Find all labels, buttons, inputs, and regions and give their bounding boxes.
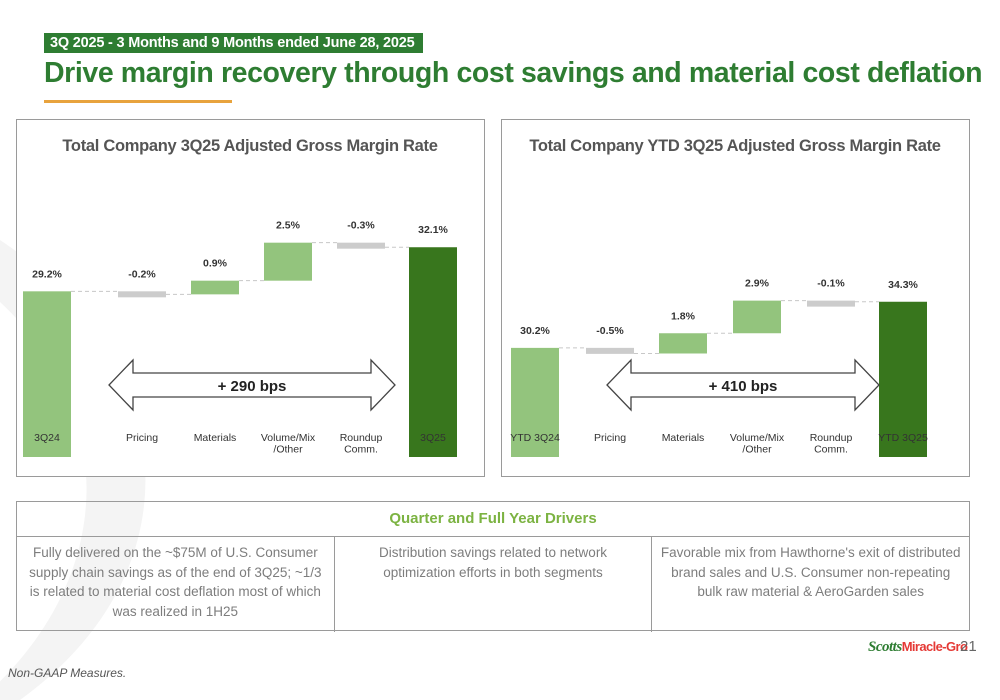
value-label-1: -0.2% xyxy=(128,268,156,280)
value-label-3: 2.9% xyxy=(745,278,770,290)
value-label-1: -0.5% xyxy=(596,325,624,337)
bar-2 xyxy=(191,280,239,295)
driver-supply-chain: Fully delivered on the ~$75M of U.S. Con… xyxy=(29,545,322,619)
category-label-5: YTD 3Q25 xyxy=(878,432,928,444)
footnote: Non-GAAP Measures. xyxy=(8,666,127,680)
bar-3 xyxy=(264,242,312,281)
value-label-2: 1.8% xyxy=(671,310,696,322)
driver-mix: Favorable mix from Hawthorne's exit of d… xyxy=(651,537,969,632)
category-label-0: YTD 3Q24 xyxy=(510,432,560,444)
bar-0 xyxy=(511,347,559,457)
brand-logo: ScottsMiracle-Gro xyxy=(868,637,968,657)
value-label-0: 30.2% xyxy=(520,325,550,337)
logo-miracle-gro: Miracle-Gro xyxy=(901,639,968,654)
category-label-2: Materials xyxy=(194,432,237,444)
bar-4 xyxy=(807,300,855,307)
category-label-line: 3Q24 xyxy=(34,432,60,444)
value-label-5: 34.3% xyxy=(888,279,918,291)
category-label-line: Materials xyxy=(194,432,237,444)
value-label-2: 0.9% xyxy=(203,258,228,270)
bps-arrow xyxy=(606,358,880,412)
bar-4 xyxy=(337,242,385,249)
chart-panel-ytd: Total Company YTD 3Q25 Adjusted Gross Ma… xyxy=(501,119,970,477)
category-label-line: /Other xyxy=(273,444,303,456)
value-label-4: -0.3% xyxy=(347,220,375,232)
category-label-line: Roundup xyxy=(340,432,383,444)
category-label-line: /Other xyxy=(742,444,772,456)
category-label-line: Volume/Mix xyxy=(261,432,316,444)
category-label-line: Roundup xyxy=(810,432,853,444)
value-label-5: 32.1% xyxy=(418,224,448,236)
category-label-line: Pricing xyxy=(594,432,626,444)
category-label-line: Comm. xyxy=(814,444,848,456)
category-label-1: Pricing xyxy=(126,432,158,444)
bar-5 xyxy=(879,301,927,457)
page-title: Drive margin recovery through cost savin… xyxy=(44,57,983,89)
category-label-line: Pricing xyxy=(126,432,158,444)
category-label-line: YTD 3Q24 xyxy=(510,432,560,444)
driver-distribution: Distribution savings related to network … xyxy=(333,537,652,632)
drivers-row: Fully delivered on the ~$75M of U.S. Con… xyxy=(17,537,969,632)
category-label-1: Pricing xyxy=(594,432,626,444)
drivers-table: Quarter and Full Year Drivers Fully deli… xyxy=(16,501,970,632)
category-label-line: Volume/Mix xyxy=(730,432,785,444)
drivers-heading: Quarter and Full Year Drivers xyxy=(17,502,969,537)
bar-1 xyxy=(586,347,634,354)
waterfall-chart-ytd: Total Company YTD 3Q25 Adjusted Gross Ma… xyxy=(510,137,941,457)
category-label-3: Volume/Mix/Other xyxy=(730,432,785,456)
bps-annotation: + 410 bps xyxy=(709,378,778,395)
bar-0 xyxy=(23,291,71,457)
page-number: 21 xyxy=(960,638,977,655)
logo-scotts: Scotts xyxy=(868,639,902,655)
category-label-0: 3Q24 xyxy=(34,432,60,444)
chart-title: Total Company YTD 3Q25 Adjusted Gross Ma… xyxy=(529,137,940,155)
bps-arrow xyxy=(108,358,396,412)
category-label-line: YTD 3Q25 xyxy=(878,432,928,444)
bar-5 xyxy=(409,247,457,457)
bar-2 xyxy=(659,333,707,354)
chart-title: Total Company 3Q25 Adjusted Gross Margin… xyxy=(62,137,437,155)
chart-panel-quarter: Total Company 3Q25 Adjusted Gross Margin… xyxy=(16,119,485,477)
bps-annotation: + 290 bps xyxy=(218,378,287,395)
category-label-3: Volume/Mix/Other xyxy=(261,432,316,456)
category-label-line: Materials xyxy=(662,432,705,444)
title-underline xyxy=(44,100,232,103)
category-label-line: 3Q25 xyxy=(420,432,446,444)
waterfall-chart-quarter: Total Company 3Q25 Adjusted Gross Margin… xyxy=(23,137,457,457)
category-label-line: Comm. xyxy=(344,444,378,456)
value-label-0: 29.2% xyxy=(32,268,62,280)
bar-1 xyxy=(118,291,166,298)
value-label-4: -0.1% xyxy=(817,278,845,290)
category-label-5: 3Q25 xyxy=(420,432,446,444)
category-label-4: Roundup Comm. xyxy=(340,432,383,456)
category-label-2: Materials xyxy=(662,432,705,444)
category-label-4: Roundup Comm. xyxy=(810,432,853,456)
bar-3 xyxy=(733,300,781,334)
value-label-3: 2.5% xyxy=(276,220,301,232)
period-banner: 3Q 2025 - 3 Months and 9 Months ended Ju… xyxy=(44,33,423,53)
